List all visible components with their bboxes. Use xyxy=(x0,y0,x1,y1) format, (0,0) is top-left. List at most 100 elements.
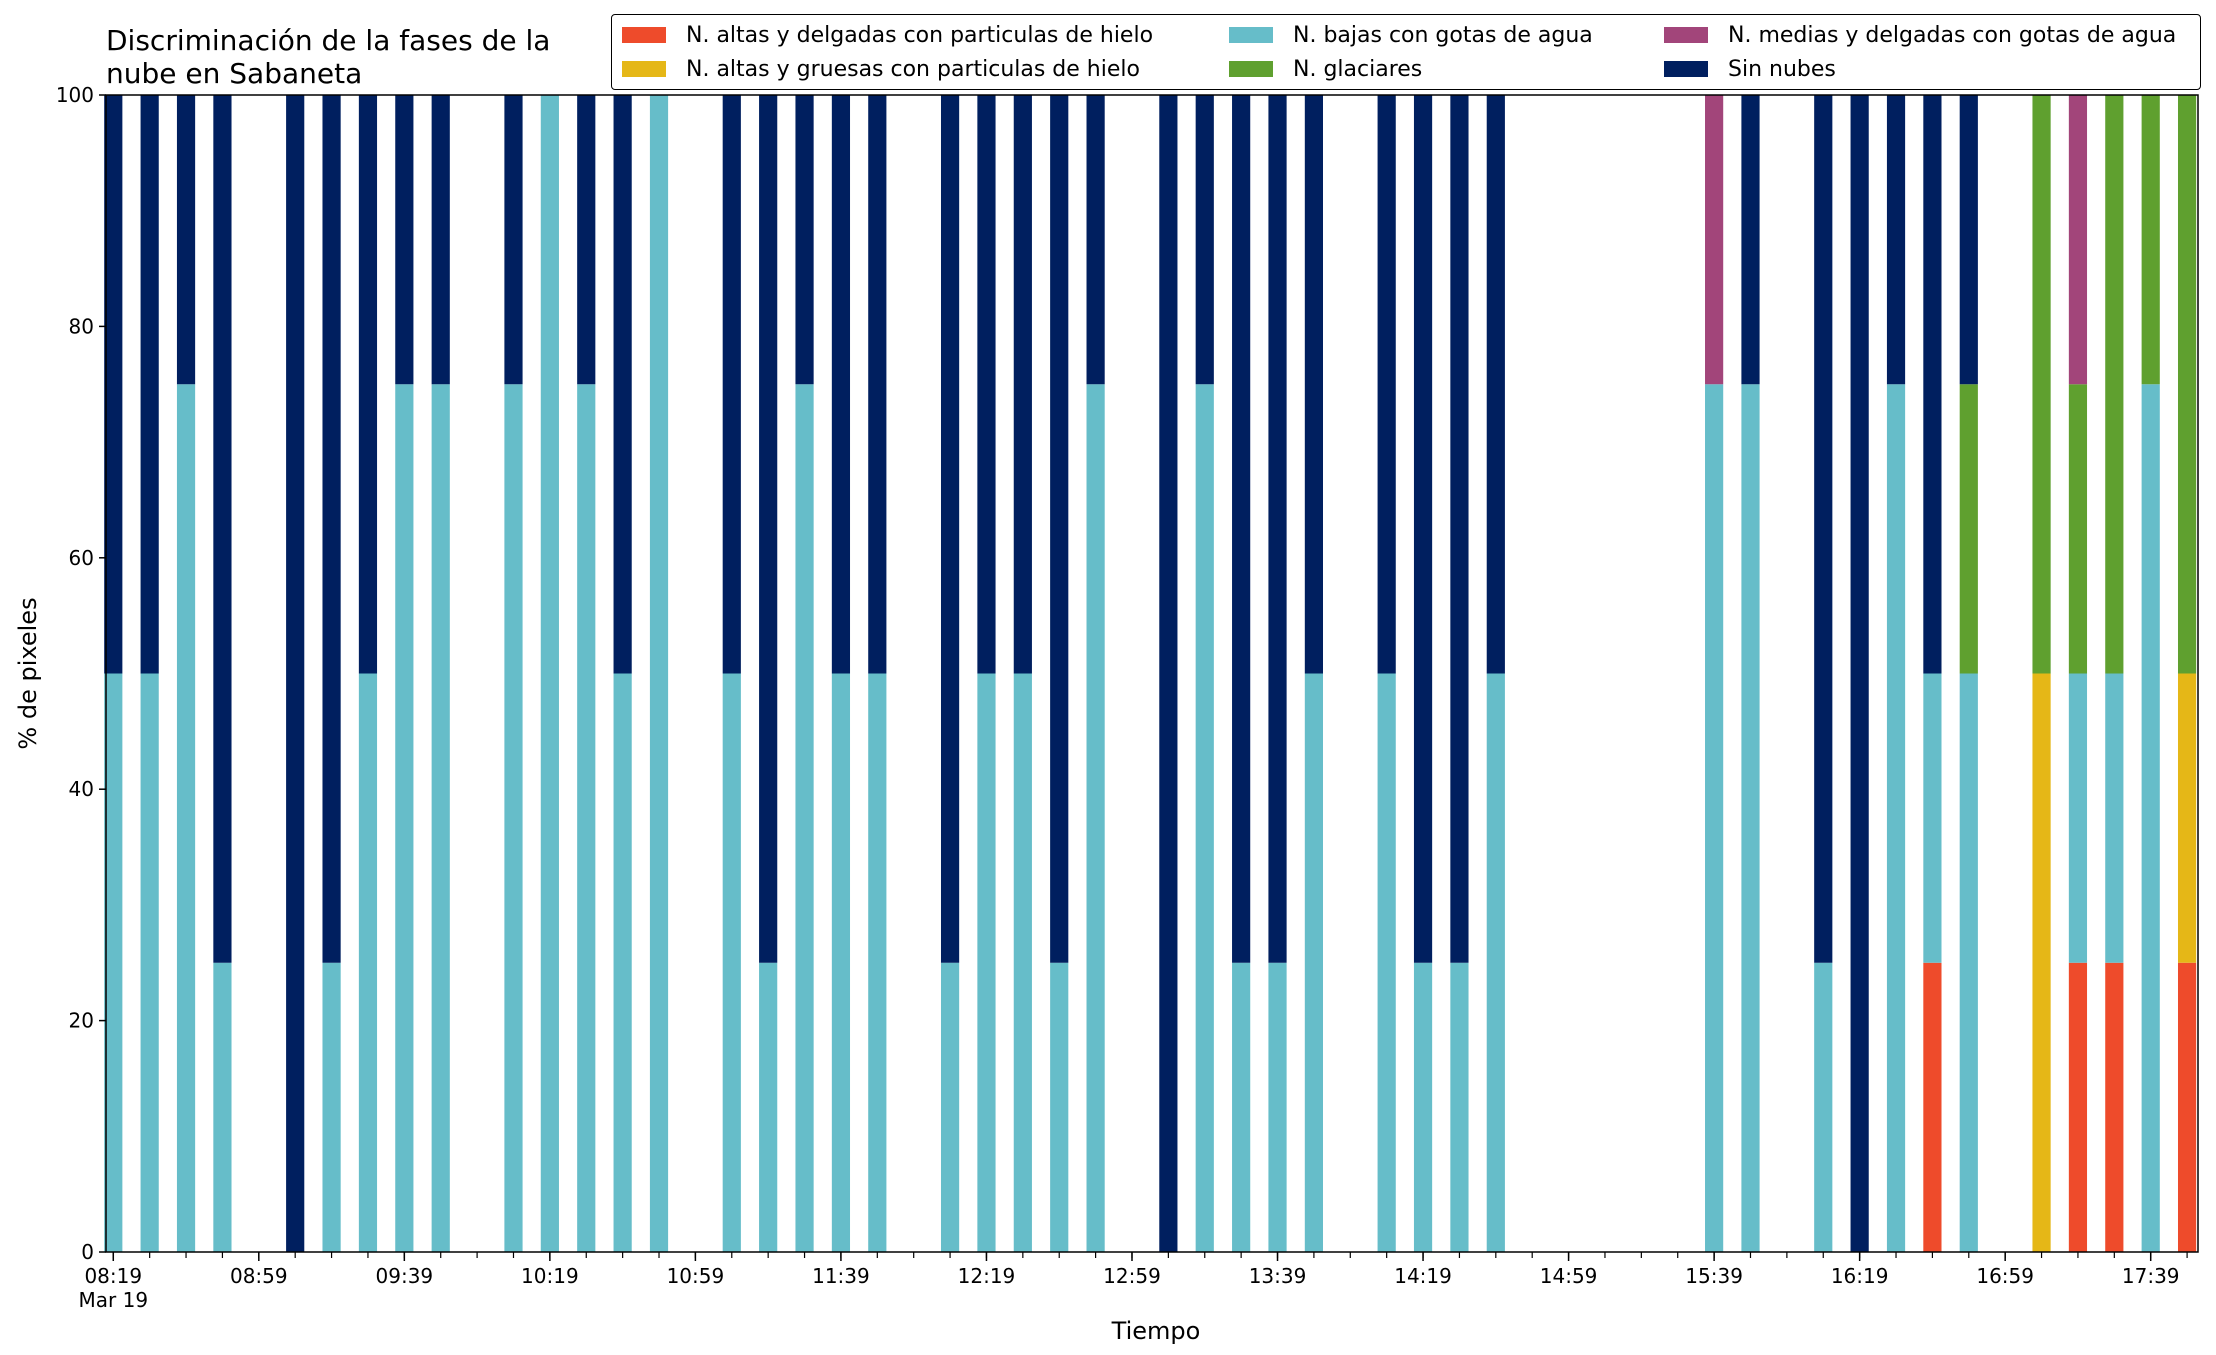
bar-segment xyxy=(1486,673,1505,1252)
bar-segment xyxy=(722,673,741,1252)
legend-label: N. altas y delgadas con particulas de hi… xyxy=(686,22,1154,48)
bar-segment xyxy=(2068,384,2088,674)
bar-segment xyxy=(1086,384,1105,1252)
bar-segment xyxy=(395,95,414,385)
x-tick-label: 13:39 xyxy=(1249,1264,1307,1288)
bar-segment xyxy=(322,962,341,1252)
legend-swatch xyxy=(622,27,666,43)
legend-label: Sin nubes xyxy=(1728,56,1836,82)
bar-segment xyxy=(1741,384,1760,1252)
x-tick-label: 16:59 xyxy=(1976,1264,2034,1288)
bar-segment xyxy=(1814,95,1833,963)
bar-segment xyxy=(1486,95,1505,674)
bar-segment xyxy=(722,95,741,674)
bar-segment xyxy=(1268,95,1287,963)
bar-segment xyxy=(1886,384,1906,1252)
bar-segment xyxy=(759,95,778,963)
bar-segment xyxy=(2032,95,2051,674)
bar-segment xyxy=(176,95,196,385)
x-tick-label: 14:59 xyxy=(1540,1264,1598,1288)
bar-segment xyxy=(1013,673,1032,1252)
bar-segment xyxy=(940,95,960,963)
bar-segment xyxy=(1450,95,1469,963)
bar-segment xyxy=(1705,95,1724,385)
plot-frame xyxy=(105,94,2199,1253)
x-tick-label: 16:19 xyxy=(1831,1264,1889,1288)
bar-segment xyxy=(1013,95,1032,674)
bar-segment xyxy=(1923,95,1942,674)
bar-segment xyxy=(977,673,996,1252)
bar-segment xyxy=(1886,95,1906,385)
bar-segment xyxy=(286,95,305,1252)
bar-segment xyxy=(2068,673,2088,963)
bar-segment xyxy=(795,384,814,1252)
bar-segment xyxy=(868,673,887,1252)
bar-segment xyxy=(831,95,851,674)
bar-segment xyxy=(2177,673,2197,963)
bar-segment xyxy=(1377,673,1396,1252)
bar-segment xyxy=(577,384,596,1252)
bar-segment xyxy=(1814,962,1833,1252)
bar-segment xyxy=(1450,962,1469,1252)
x-axis-label: Tiempo xyxy=(1111,1317,1201,1345)
bar-segment xyxy=(504,95,523,385)
x-tick-label: 12:59 xyxy=(1103,1264,1161,1288)
bar-segment xyxy=(649,95,669,1252)
bar-segment xyxy=(1850,95,1869,1252)
bar-segment xyxy=(1086,95,1105,385)
y-tick-label: 80 xyxy=(69,314,94,338)
legend-label: N. altas y gruesas con particulas de hie… xyxy=(686,56,1140,82)
bar-segment xyxy=(1959,673,1978,1252)
x-tick-label: 11:39 xyxy=(812,1264,870,1288)
bar-segment xyxy=(1959,95,1978,385)
bar-segment xyxy=(2141,95,2160,385)
bar-segment xyxy=(1413,95,1433,963)
chart-title: Discriminación de la fases de la nube en… xyxy=(106,24,551,90)
bar-segment xyxy=(395,384,414,1252)
bar-segment xyxy=(613,673,632,1252)
bar-segment xyxy=(2032,673,2051,1252)
bar-segment xyxy=(104,673,123,1252)
x-tick-label: 10:19 xyxy=(521,1264,579,1288)
bar-segment xyxy=(140,673,159,1252)
y-tick-label: 100 xyxy=(56,83,94,107)
bar-segment xyxy=(1159,95,1178,1252)
bar-segment xyxy=(1741,95,1760,385)
bar-segment xyxy=(1232,962,1251,1252)
bar-segment xyxy=(1413,962,1433,1252)
bar-segment xyxy=(940,962,960,1252)
legend-item: Sin nubes xyxy=(1664,53,1836,85)
x-tick-sublabel: Mar 19 xyxy=(79,1288,149,1312)
legend-item: N. altas y gruesas con particulas de hie… xyxy=(622,53,1140,85)
bar-segment xyxy=(1923,673,1942,963)
bar-segment xyxy=(1195,384,1214,1252)
x-tick-label: 14:19 xyxy=(1394,1264,1452,1288)
x-tick-label: 09:39 xyxy=(376,1264,434,1288)
bar-segment xyxy=(1304,673,1323,1252)
bar-segment xyxy=(613,95,632,674)
bar-segment xyxy=(358,673,378,1252)
bar-segment xyxy=(2068,962,2088,1252)
y-tick-label: 20 xyxy=(69,1009,94,1033)
x-tick-label: 15:39 xyxy=(1685,1264,1743,1288)
legend-label: N. bajas con gotas de agua xyxy=(1293,22,1593,48)
bar-segment xyxy=(504,384,523,1252)
bar-segment xyxy=(2177,962,2197,1252)
legend-item: N. bajas con gotas de agua xyxy=(1229,19,1593,51)
bar-segment xyxy=(1195,95,1214,385)
bar-segment xyxy=(1705,384,1724,1252)
legend-swatch xyxy=(1664,27,1708,43)
legend: N. altas y delgadas con particulas de hi… xyxy=(611,14,2201,90)
bar-segment xyxy=(540,95,559,1252)
bar-segment xyxy=(2141,384,2160,1252)
legend-swatch xyxy=(1664,61,1708,77)
bar-segment xyxy=(977,95,996,674)
bar-segment xyxy=(213,962,232,1252)
bar-segment xyxy=(1377,95,1396,674)
y-axis-label: % de pixeles xyxy=(14,597,42,749)
bar-segment xyxy=(176,384,196,1252)
y-tick-label: 40 xyxy=(69,777,94,801)
y-tick-label: 60 xyxy=(69,546,94,570)
bar-segment xyxy=(2068,95,2088,385)
